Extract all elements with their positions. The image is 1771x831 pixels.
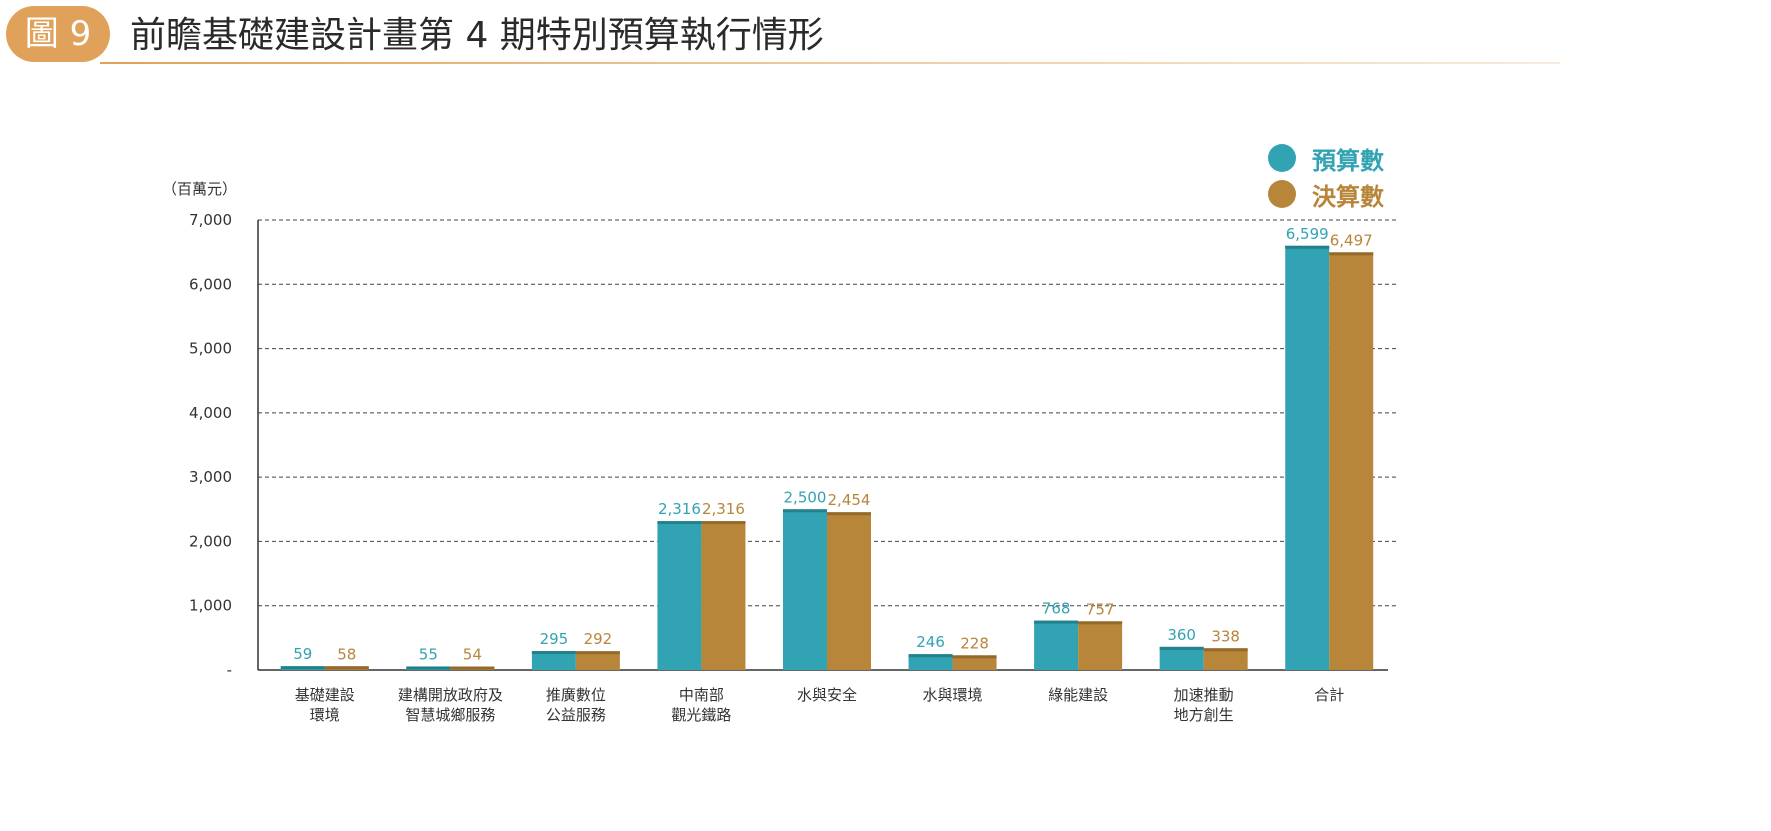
bar-top-edge-actual bbox=[1329, 252, 1374, 256]
bar-top-edge-budget bbox=[406, 666, 451, 670]
x-category-label-line: 水與環境 bbox=[923, 686, 983, 704]
data-label-budget: 2,500 bbox=[784, 488, 827, 506]
x-category-label-line: 加速推動 bbox=[1174, 686, 1234, 704]
bar-top-edge-actual bbox=[1203, 648, 1248, 652]
data-label-budget: 59 bbox=[293, 645, 312, 663]
y-tick-label: 1,000 bbox=[189, 597, 232, 615]
x-category-label-line: 合計 bbox=[1314, 686, 1344, 704]
data-label-actual: 757 bbox=[1086, 600, 1115, 618]
x-category-label-line: 觀光鐵路 bbox=[671, 706, 731, 724]
data-label-budget: 2,316 bbox=[658, 500, 701, 518]
y-tick-label: 4,000 bbox=[189, 404, 232, 422]
y-tick-label: 7,000 bbox=[189, 211, 232, 229]
bar-budget bbox=[908, 654, 953, 670]
x-category-label-line: 智慧城鄉服務 bbox=[405, 706, 495, 724]
bar-top-edge-actual bbox=[827, 512, 871, 516]
x-category-label: 水與環境 bbox=[923, 686, 983, 704]
legend-label-budget: 預算數 bbox=[1312, 146, 1384, 175]
data-label-actual: 6,497 bbox=[1330, 231, 1373, 249]
bar-actual bbox=[1078, 621, 1123, 670]
x-category-label-line: 基礎建設 bbox=[295, 686, 355, 704]
x-category-label-line: 地方創生 bbox=[1174, 706, 1234, 724]
bar-top-edge-actual bbox=[575, 651, 620, 655]
bar-top-edge-actual bbox=[1078, 621, 1123, 625]
data-label-actual: 54 bbox=[463, 646, 482, 664]
data-label-actual: 2,316 bbox=[702, 500, 745, 518]
bar-actual bbox=[952, 655, 997, 670]
x-category-label-line: 公益服務 bbox=[546, 706, 606, 724]
y-tick-label: 3,000 bbox=[189, 468, 232, 486]
legend-swatch-actual bbox=[1268, 180, 1296, 208]
data-label-budget: 360 bbox=[1167, 626, 1196, 644]
title-underline bbox=[100, 62, 1560, 64]
x-category-label-line: 中南部 bbox=[679, 686, 724, 704]
legend-item-budget: 預算數 bbox=[1268, 140, 1384, 176]
data-label-budget: 295 bbox=[540, 630, 569, 648]
y-axis-unit-label: （百萬元） bbox=[162, 180, 238, 198]
chart-legend: 預算數 決算數 bbox=[1268, 140, 1384, 212]
bar-top-edge-budget bbox=[657, 521, 702, 525]
data-label-actual: 2,454 bbox=[828, 491, 871, 509]
bar-budget bbox=[1034, 620, 1079, 670]
bar-top-edge-budget bbox=[783, 509, 827, 513]
x-category-label: 建構開放政府及智慧城鄉服務 bbox=[398, 686, 503, 724]
data-label-budget: 768 bbox=[1042, 600, 1071, 618]
bar-top-edge-budget bbox=[531, 651, 576, 655]
data-label-actual: 292 bbox=[584, 630, 613, 648]
bar-top-edge-actual bbox=[701, 521, 746, 525]
bar-top-edge-budget bbox=[908, 654, 953, 658]
figure-title: 前瞻基礎建設計畫第 4 期特別預算執行情形 bbox=[130, 15, 824, 56]
bar-top-edge-actual bbox=[324, 666, 369, 670]
legend-label-actual: 決算數 bbox=[1312, 182, 1384, 211]
x-category-label-line: 水與安全 bbox=[797, 686, 857, 704]
y-tick-label: 2,000 bbox=[189, 532, 232, 550]
bar-top-edge-budget bbox=[280, 666, 325, 670]
bar-top-edge-budget bbox=[1034, 620, 1079, 624]
x-category-label: 綠能建設 bbox=[1048, 686, 1108, 704]
data-label-budget: 55 bbox=[419, 645, 438, 663]
x-category-label: 水與安全 bbox=[797, 686, 857, 704]
bar-budget bbox=[783, 509, 827, 670]
data-label-actual: 228 bbox=[960, 634, 989, 652]
x-category-label-line: 建構開放政府及 bbox=[398, 686, 503, 704]
bar-top-edge-budget bbox=[1285, 245, 1330, 249]
x-category-label: 加速推動地方創生 bbox=[1174, 686, 1234, 724]
legend-item-actual: 決算數 bbox=[1268, 176, 1384, 212]
data-label-budget: 6,599 bbox=[1286, 225, 1329, 243]
y-tick-label: 5,000 bbox=[189, 340, 232, 358]
x-category-label-line: 推廣數位 bbox=[546, 686, 606, 704]
bar-top-edge-actual bbox=[952, 655, 997, 659]
bar-actual bbox=[575, 651, 620, 670]
data-label-actual: 58 bbox=[337, 645, 356, 663]
x-category-label-line: 環境 bbox=[310, 706, 340, 724]
y-tick-label: - bbox=[227, 661, 232, 679]
x-category-label: 推廣數位公益服務 bbox=[546, 686, 606, 724]
x-category-label: 中南部觀光鐵路 bbox=[671, 686, 731, 724]
x-category-label-line: 綠能建設 bbox=[1048, 686, 1108, 704]
data-label-actual: 338 bbox=[1211, 627, 1240, 645]
bar-top-edge-budget bbox=[1159, 646, 1204, 650]
legend-swatch-budget bbox=[1268, 144, 1296, 172]
y-tick-label: 6,000 bbox=[189, 275, 232, 293]
data-label-budget: 246 bbox=[916, 633, 945, 651]
bar-actual bbox=[1203, 648, 1248, 670]
bar-top-edge-actual bbox=[450, 666, 495, 670]
bar-budget bbox=[1285, 245, 1330, 670]
bar-actual bbox=[827, 512, 871, 670]
figure-number-badge: 圖 9 bbox=[6, 6, 110, 62]
bar-budget bbox=[531, 651, 576, 670]
bar-budget bbox=[1159, 646, 1204, 670]
x-category-label: 基礎建設環境 bbox=[295, 686, 355, 724]
x-category-label: 合計 bbox=[1314, 686, 1344, 704]
bar-budget bbox=[657, 521, 702, 670]
bar-actual bbox=[1329, 252, 1374, 671]
bar-actual bbox=[701, 521, 746, 670]
